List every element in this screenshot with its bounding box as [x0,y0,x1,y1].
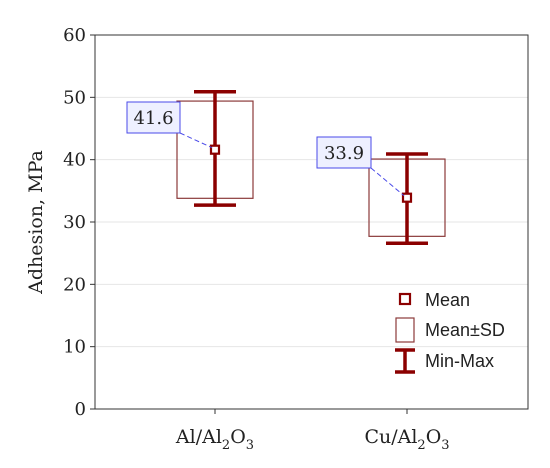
annotation-box [126,101,181,134]
y-axis-label: Adhesion, MPa [25,150,47,295]
mean-value-label: 41.6 [133,108,173,129]
x-label-base: Al/Al [175,426,222,448]
legend: Mean Mean±SD Min-Max [395,290,505,374]
legend-label-min-max: Min-Max [425,351,494,371]
y-tick-label: 30 [63,212,86,233]
x-label-sub: 2 [417,438,425,453]
mean-marker [209,144,221,155]
x-label-tail: O [230,426,246,448]
annotation-box [316,136,372,169]
y-tick-label: 60 [63,25,86,46]
mean-value-label: 33.9 [324,143,364,164]
annotation-connector [179,132,213,149]
legend-label-mean-sd: Mean±SD [425,320,505,340]
x-label-sub: 3 [441,438,449,453]
annotation-connector [370,167,405,197]
x-tick-label: Al/Al2O3 [175,426,254,453]
legend-label-mean: Mean [425,290,470,310]
y-tick-label: 0 [75,399,86,420]
y-tick-label: 10 [63,337,86,358]
mean-marker [401,192,413,203]
legend-sd-box [395,317,415,343]
x-label-sub: 3 [246,438,254,453]
sd-boxes [176,100,446,237]
plot-frame [94,34,529,410]
y-tick-label: 50 [63,87,86,108]
x-tick-label: Cu/Al2O3 [364,426,449,453]
grid-lines [95,96,528,348]
x-label-base: Cu/Al [364,426,417,448]
x-label-sub: 2 [222,438,230,453]
min-max-whiskers [194,89,428,245]
y-tick-label: 40 [63,150,86,171]
mean-annotations: 41.6 33.9 [126,101,405,197]
legend-mean-marker [398,292,412,306]
x-label-tail: O [426,426,442,448]
y-tick-label: 20 [63,274,86,295]
